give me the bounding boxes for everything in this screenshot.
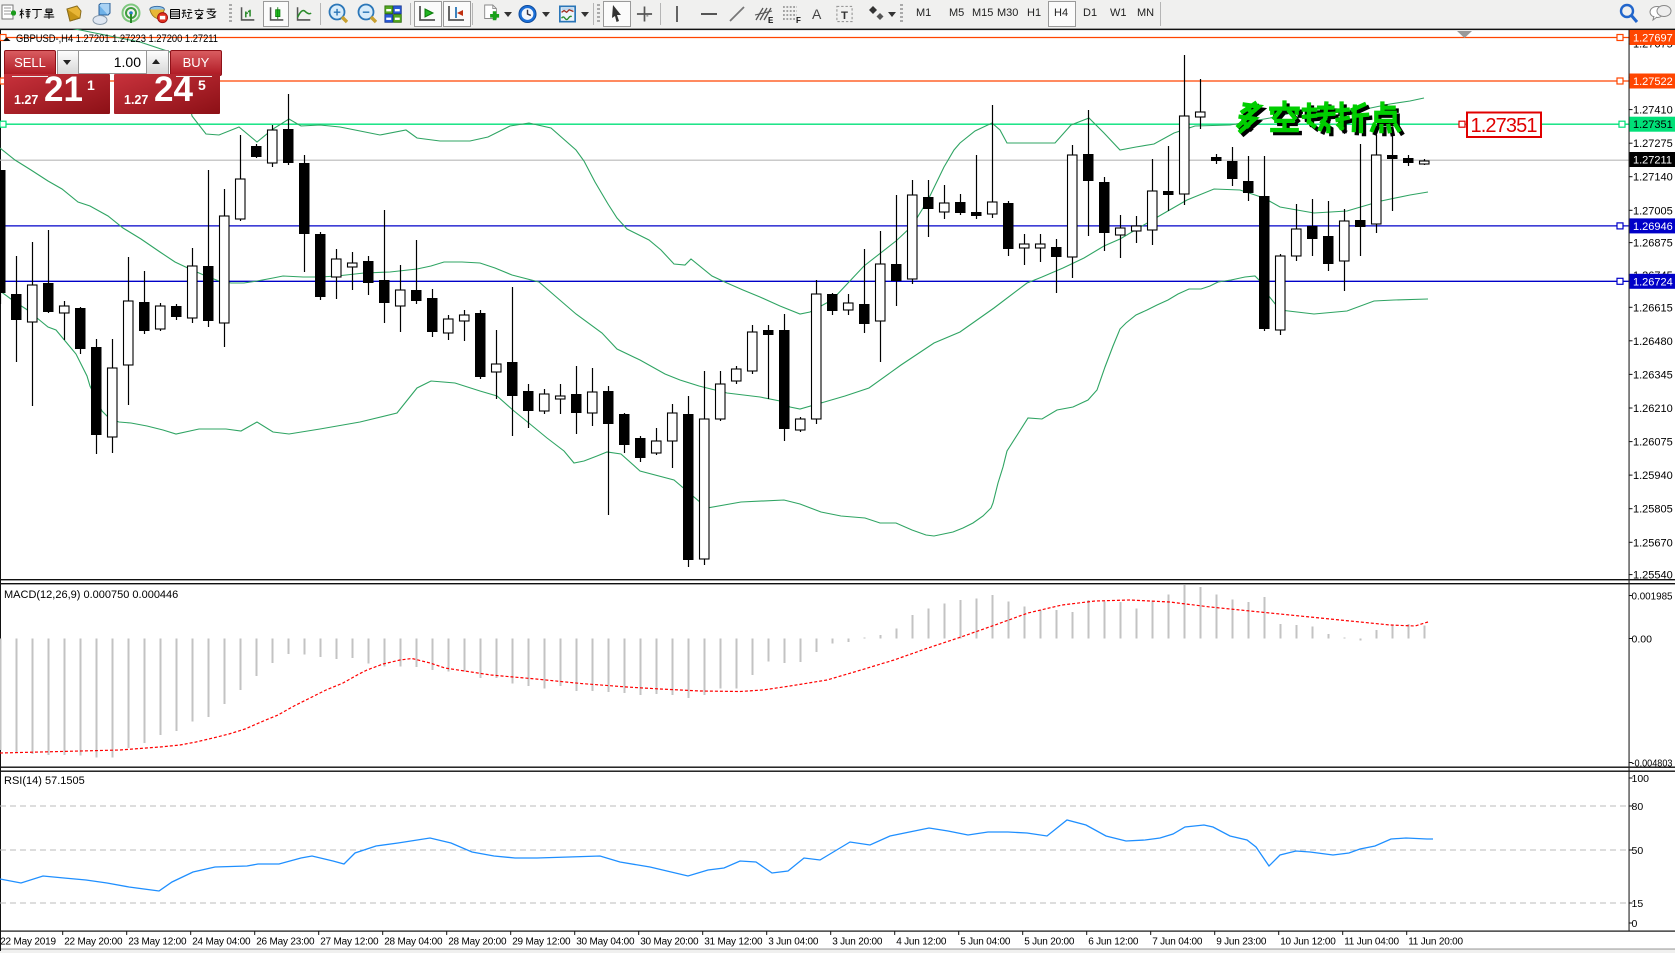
svg-text:24 May 04:00: 24 May 04:00 <box>192 937 251 948</box>
svg-text:28 May 04:00: 28 May 04:00 <box>384 937 443 948</box>
svg-text:31 May 12:00: 31 May 12:00 <box>704 937 763 948</box>
svg-text:1.26075: 1.26075 <box>1633 437 1673 449</box>
svg-text:11 Jun 04:00: 11 Jun 04:00 <box>1344 937 1399 948</box>
svg-text:15: 15 <box>1632 898 1644 910</box>
svg-text:50: 50 <box>1632 845 1644 857</box>
svg-text:1.26480: 1.26480 <box>1633 336 1673 348</box>
svg-text:11 Jun 20:00: 11 Jun 20:00 <box>1408 937 1463 948</box>
svg-text:5 Jun 20:00: 5 Jun 20:00 <box>1024 937 1075 948</box>
svg-text:1.27140: 1.27140 <box>1633 172 1673 184</box>
svg-text:3 Jun 04:00: 3 Jun 04:00 <box>768 937 819 948</box>
svg-text:6 Jun 12:00: 6 Jun 12:00 <box>1088 937 1139 948</box>
svg-text:5 Jun 04:00: 5 Jun 04:00 <box>960 937 1011 948</box>
svg-text:9 Jun 23:00: 9 Jun 23:00 <box>1216 937 1267 948</box>
svg-text:27 May 12:00: 27 May 12:00 <box>320 937 379 948</box>
svg-text:80: 80 <box>1632 801 1644 813</box>
svg-text:28 May 20:00: 28 May 20:00 <box>448 937 507 948</box>
svg-text:T: T <box>841 10 848 22</box>
svg-text:-0.004803: -0.004803 <box>1632 758 1673 770</box>
svg-text:1.26946: 1.26946 <box>1633 221 1673 233</box>
svg-text:1.27211: 1.27211 <box>1633 155 1672 167</box>
svg-text:1.25805: 1.25805 <box>1633 504 1673 516</box>
svg-text:10 Jun 12:00: 10 Jun 12:00 <box>1280 937 1336 948</box>
svg-text:1.26875: 1.26875 <box>1633 238 1673 250</box>
svg-text:F: F <box>796 16 801 25</box>
svg-text:1.27522: 1.27522 <box>1633 76 1673 88</box>
svg-text:GBPUSD-,H4 1.27201 1.27223 1.: GBPUSD-,H4 1.27201 1.27223 1.27200 1.272… <box>16 33 218 45</box>
svg-text:RSI(14) 57.1505: RSI(14) 57.1505 <box>4 775 85 787</box>
svg-text:1.26615: 1.26615 <box>1633 302 1673 314</box>
svg-text:29 May 12:00: 29 May 12:00 <box>512 937 571 948</box>
svg-text:+: + <box>333 5 341 20</box>
svg-text:1.25670: 1.25670 <box>1633 537 1673 549</box>
svg-text:30 May 04:00: 30 May 04:00 <box>576 937 635 948</box>
svg-text:3 Jun 20:00: 3 Jun 20:00 <box>832 937 883 948</box>
svg-text:1.27005: 1.27005 <box>1633 205 1673 217</box>
svg-text:1.27275: 1.27275 <box>1633 138 1673 150</box>
svg-text:1.27351: 1.27351 <box>1471 115 1538 137</box>
svg-text:0.001985: 0.001985 <box>1632 591 1673 603</box>
svg-text:100: 100 <box>1632 773 1650 785</box>
svg-text:−: − <box>362 5 370 20</box>
svg-text:MACD(12,26,9) 0.000750 0.00044: MACD(12,26,9) 0.000750 0.000446 <box>4 589 178 601</box>
svg-text:22 May 2019: 22 May 2019 <box>0 937 56 948</box>
svg-text:26 May 23:00: 26 May 23:00 <box>256 937 315 948</box>
svg-text:1.25940: 1.25940 <box>1633 470 1673 482</box>
svg-text:1.27351: 1.27351 <box>1633 119 1673 131</box>
svg-text:0.00: 0.00 <box>1632 634 1653 646</box>
svg-text:0: 0 <box>1632 918 1638 930</box>
svg-text:1.25540: 1.25540 <box>1633 570 1673 582</box>
svg-text:23 May 12:00: 23 May 12:00 <box>128 937 187 948</box>
svg-text:4 Jun 12:00: 4 Jun 12:00 <box>896 937 947 948</box>
svg-text:22 May 20:00: 22 May 20:00 <box>64 937 123 948</box>
svg-text:7 Jun 04:00: 7 Jun 04:00 <box>1152 937 1203 948</box>
svg-text:E: E <box>768 16 774 25</box>
svg-text:1.27697: 1.27697 <box>1633 33 1673 45</box>
svg-text:1.26345: 1.26345 <box>1633 369 1673 381</box>
svg-text:1.27410: 1.27410 <box>1633 105 1673 117</box>
svg-text:1.26724: 1.26724 <box>1633 276 1673 288</box>
svg-text:30 May 20:00: 30 May 20:00 <box>640 937 699 948</box>
svg-text:1.26210: 1.26210 <box>1633 403 1673 415</box>
